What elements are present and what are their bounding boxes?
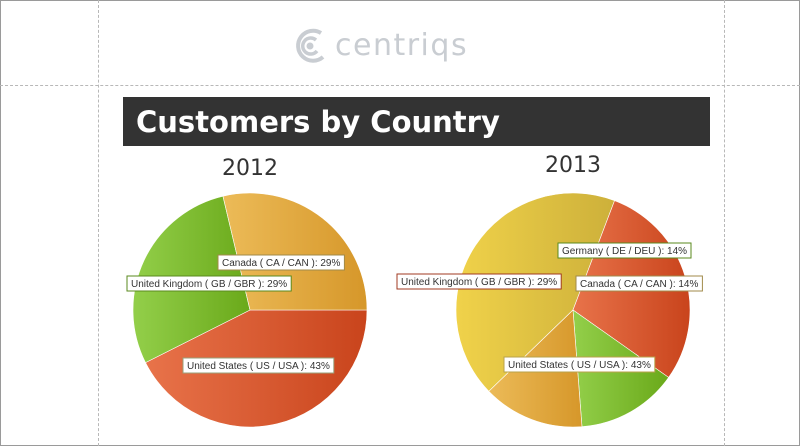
slice-label-text: United States ( US / USA ): 43% — [508, 360, 651, 371]
slice-label: Germany ( DE / DEU ): 14% — [557, 242, 692, 259]
slice-label-text: Germany ( DE / DEU ): 14% — [562, 246, 687, 257]
slice-label: United Kingdom ( GB / GBR ): 29% — [396, 273, 562, 290]
report-title-bar — [123, 97, 710, 146]
slice-label-text: Canada ( CA / CAN ): 14% — [580, 279, 698, 290]
slice-label: Canada ( CA / CAN ): 29% — [217, 254, 345, 271]
chart-title-2013: 2013 — [545, 153, 601, 178]
slice-label-text: United Kingdom ( GB / GBR ): 29% — [131, 279, 287, 290]
logo-text: centriqs — [335, 28, 469, 63]
centriqs-logo-icon — [296, 28, 325, 63]
margin-guide-top — [0, 85, 800, 86]
slice-label-text: United States ( US / USA ): 43% — [187, 361, 330, 372]
margin-guide-left — [98, 0, 99, 446]
slice-label: United States ( US / USA ): 43% — [182, 357, 335, 374]
slice-label: United States ( US / USA ): 43% — [503, 356, 656, 373]
logo: centriqs — [291, 24, 468, 68]
report-title: Customers by Country — [136, 105, 500, 139]
slice-label-text: United Kingdom ( GB / GBR ): 29% — [401, 277, 557, 288]
slice-label-text: Canada ( CA / CAN ): 29% — [222, 258, 340, 269]
slice-label: United Kingdom ( GB / GBR ): 29% — [126, 275, 292, 292]
slice-label: Canada ( CA / CAN ): 14% — [575, 275, 703, 292]
chart-title-2012: 2012 — [222, 156, 278, 181]
margin-guide-right — [724, 0, 725, 446]
